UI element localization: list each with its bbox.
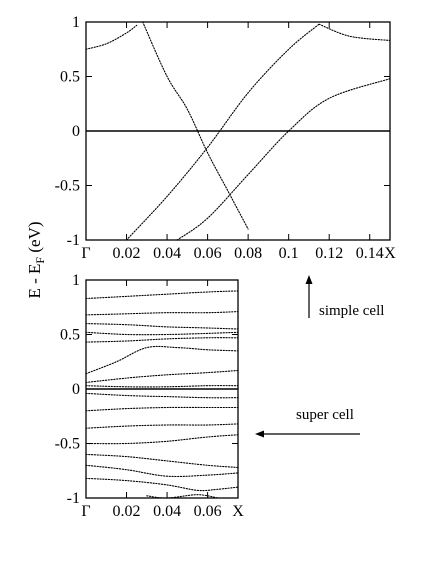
simple-cell-bands (85, 21, 391, 241)
simple-cell-y-tick-label: -0.5 (55, 178, 80, 195)
super-cell-band-line (85, 453, 239, 469)
super-cell-panel: Γ 0.02 0.04 0.06 X -1 -0.5 0 0.5 1 (55, 272, 245, 520)
simple-cell-band-line (125, 23, 320, 241)
simple-cell-band-line (85, 24, 138, 50)
super-cell-bands (85, 290, 239, 499)
super-cell-band-line (85, 290, 239, 300)
simple-cell-x-tick-label: 0.02 (113, 245, 141, 262)
simple-cell-band-line (142, 21, 249, 230)
y-axis-title: E - EF (eV) (25, 221, 47, 298)
simple-cell-x-tick-label: 0.06 (194, 245, 222, 262)
super-cell-band-line (85, 406, 239, 412)
super-cell-band-line (85, 345, 239, 375)
super-cell-band-line (85, 423, 239, 429)
simple-cell-x-tick-label: 0.04 (153, 245, 181, 262)
super-cell-y-tick-label: 1 (72, 272, 80, 289)
super-cell-band-line (85, 477, 239, 492)
super-cell-x-tick-label: 0.02 (113, 503, 141, 520)
super-cell-x-tick-label: 0.06 (194, 503, 222, 520)
super-cell-band-line (85, 434, 239, 445)
super-cell-band-line (85, 464, 239, 478)
simple-cell-y-tick-label: -1 (67, 232, 80, 249)
super-cell-band-line (85, 323, 239, 330)
simple-cell-y-tick-label: 0 (72, 123, 80, 140)
simple-cell-annotation: simple cell (305, 275, 384, 319)
simple-cell-label: simple cell (319, 303, 384, 319)
simple-cell-band-line (176, 78, 391, 241)
up-arrow-head (305, 275, 313, 284)
simple-cell-y-tick-label: 0.5 (60, 69, 80, 86)
super-cell-y-tick-label: 0.5 (60, 327, 80, 344)
super-cell-band-line (85, 337, 239, 343)
simple-cell-x-tick-label: 0.14 (356, 245, 384, 262)
super-cell-band-line (85, 392, 239, 399)
super-cell-label: super cell (296, 407, 354, 423)
simple-cell-x-tick-labels: Γ 0.02 0.04 0.06 0.08 0.1 0.12 0.14 X (81, 245, 396, 262)
simple-cell-x-tick-label: Γ (81, 245, 90, 262)
simple-cell-x-tick-label: 0.12 (315, 245, 343, 262)
super-cell-y-tick-label: -0.5 (55, 436, 80, 453)
super-cell-band-line (85, 331, 239, 336)
simple-cell-y-tick-label: 1 (72, 14, 80, 31)
super-cell-y-tick-label: -1 (67, 490, 80, 507)
simple-cell-x-tick-label: 0.1 (279, 245, 299, 262)
super-cell-annotation: super cell (255, 407, 360, 438)
simple-cell-band-line (318, 23, 391, 42)
super-cell-x-tick-label: Γ (81, 503, 90, 520)
simple-cell-ticks (86, 21, 390, 241)
simple-cell-x-tick-label: 0.08 (234, 245, 262, 262)
super-cell-y-tick-labels: -1 -0.5 0 0.5 1 (55, 272, 80, 507)
left-arrow-head (255, 430, 264, 438)
simple-cell-y-tick-labels: -1 -0.5 0 0.5 1 (55, 14, 80, 249)
super-cell-x-tick-label: X (232, 503, 244, 520)
simple-cell-panel: Γ 0.02 0.04 0.06 0.08 0.1 0.12 0.14 X -1 -0.5 0 0.5… (55, 14, 397, 262)
super-cell-y-tick-label: 0 (72, 381, 80, 398)
super-cell-x-tick-label: 0.04 (153, 503, 181, 520)
super-cell-band-line (85, 311, 239, 316)
super-cell-x-tick-labels: Γ 0.02 0.04 0.06 X (81, 503, 244, 520)
super-cell-band-line (85, 369, 239, 384)
super-cell-band-line (146, 494, 219, 499)
super-cell-band-line (85, 385, 239, 388)
simple-cell-x-tick-label: X (384, 245, 396, 262)
